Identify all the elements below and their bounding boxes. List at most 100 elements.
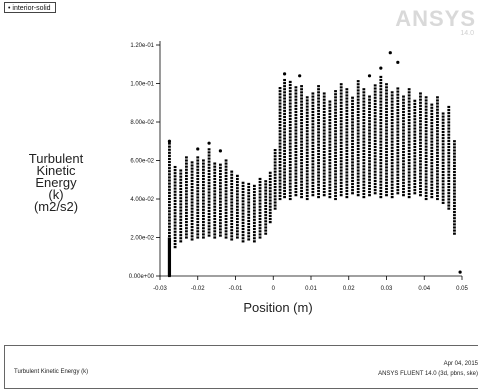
data-point [300,171,303,174]
data-point [278,154,282,157]
data-point [317,134,320,137]
data-point [373,105,377,109]
data-point [362,186,366,189]
data-point [453,177,456,180]
data-point [202,224,205,227]
data-point [190,201,194,204]
data-point [168,216,171,219]
data-point [396,155,400,158]
data-point [258,177,262,181]
data-point [390,94,394,97]
data-point [436,111,439,114]
data-point [207,203,211,206]
data-point [419,138,422,141]
data-point [373,108,377,112]
data-point [379,109,383,112]
data-point [436,133,439,136]
data-point [322,120,326,123]
data-point [294,157,298,160]
data-point [362,152,366,156]
data-point [202,193,205,196]
data-point [351,115,354,118]
data-column [447,105,451,210]
data-point [390,195,394,199]
data-point [328,162,332,165]
data-point [351,145,354,149]
data-point [402,190,405,194]
data-point [278,145,282,148]
data-point [173,202,177,206]
data-point [402,107,405,111]
data-point [207,163,211,166]
data-point [252,215,256,218]
data-point [447,136,451,139]
data-point [283,125,286,128]
data-point [317,152,320,156]
data-point [362,103,366,106]
data-point [230,213,234,216]
data-point [288,133,292,136]
data-point [328,195,332,199]
data-point [322,184,326,188]
data-point [311,194,315,197]
data-point [224,190,228,193]
data-column [424,96,428,201]
data-point [294,123,298,126]
data-point [235,233,239,236]
data-point [328,183,332,186]
data-point [351,176,354,179]
data-point [379,91,383,94]
data-point [379,125,383,128]
data-point [173,172,177,175]
data-point [441,149,445,152]
data-point [379,174,383,177]
data-point [407,146,411,149]
data-point [328,140,332,143]
data-point [413,142,417,146]
data-point [278,133,282,136]
data-point [413,152,417,155]
data-point [430,146,434,149]
data-point [368,178,371,181]
data-point [402,123,405,126]
data-point [294,98,298,101]
data-point [173,196,177,199]
data-point [294,190,298,194]
data-point [402,101,405,104]
data-point [213,177,217,181]
data-point [219,228,222,231]
data-point [390,122,394,125]
data-point [441,174,445,177]
data-point [453,149,456,152]
data-point [390,189,394,193]
data-point [294,147,298,151]
data-point [300,152,303,156]
data-point [219,166,222,169]
data-point [453,189,456,192]
data-point [300,118,303,122]
data-point [207,219,211,222]
data-point [219,203,222,206]
data-point [300,174,303,177]
data-point [317,171,320,174]
data-point [168,164,171,167]
data-point [396,158,400,161]
data-point [362,162,366,165]
data-point [283,97,286,100]
data-point [351,170,354,173]
data-point [213,162,217,165]
data-point [224,227,228,230]
data-point [300,122,303,125]
data-point [407,88,411,91]
data-point [213,168,217,171]
data-point [362,118,366,122]
data-point [379,134,383,137]
data-point [396,133,400,136]
y-tick-label: 1.00e-01 [130,82,154,88]
data-point [385,150,388,154]
data-point [436,145,439,148]
data-point [219,194,222,197]
data-point [264,207,268,211]
data-point [407,165,411,168]
data-point [258,184,262,187]
